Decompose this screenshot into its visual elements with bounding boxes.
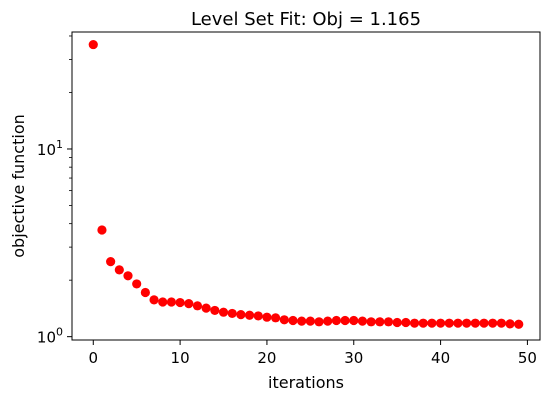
data-point <box>175 297 185 308</box>
data-point <box>210 305 220 316</box>
data-point <box>496 318 506 328</box>
data-point <box>401 317 411 328</box>
data-point <box>435 318 446 328</box>
data-point <box>132 279 142 289</box>
data-point <box>340 315 350 326</box>
y-tick-label: 101 <box>37 138 63 159</box>
data-point <box>123 271 133 281</box>
data-point <box>114 265 124 275</box>
data-point <box>288 315 298 326</box>
data-point <box>427 318 437 328</box>
y-tick-label: 100 <box>37 326 63 347</box>
plot-frame <box>71 31 541 341</box>
x-tick-label: 30 <box>344 349 363 367</box>
data-point <box>97 225 107 235</box>
data-point <box>314 317 324 327</box>
data-point <box>88 39 98 50</box>
data-point <box>166 297 177 307</box>
data-point <box>201 303 211 313</box>
data-point <box>409 318 420 328</box>
chart-title: Level Set Fit: Obj = 1.165 <box>191 9 421 30</box>
x-tick-label: 50 <box>518 349 537 367</box>
data-point <box>514 319 524 329</box>
data-point <box>453 318 463 328</box>
x-tick-label: 20 <box>257 349 276 367</box>
data-point <box>227 308 237 319</box>
data-point <box>140 287 150 298</box>
data-point <box>331 315 341 326</box>
data-point <box>349 315 359 326</box>
y-axis-label: objective function <box>9 114 28 258</box>
data-point <box>392 317 402 328</box>
data-point <box>383 317 394 327</box>
data-point <box>375 317 385 327</box>
data-point <box>444 318 454 328</box>
data-point <box>253 311 263 321</box>
y-axis-ticks: 100 101 <box>37 35 72 347</box>
data-point <box>418 318 428 328</box>
data-point <box>279 315 289 325</box>
data-point <box>184 299 194 309</box>
data-point <box>305 316 315 326</box>
data-point <box>505 319 515 329</box>
data-point <box>366 317 376 327</box>
data-points <box>88 39 524 329</box>
data-point <box>297 316 307 326</box>
data-point <box>462 318 472 328</box>
data-point <box>488 318 498 328</box>
x-axis-label: iterations <box>268 373 344 392</box>
x-axis-ticks: 0 10 20 30 40 50 <box>88 340 537 367</box>
data-point <box>271 313 281 323</box>
data-point <box>244 310 255 320</box>
data-point <box>262 312 272 322</box>
x-tick-label: 10 <box>171 349 190 367</box>
data-point <box>470 318 480 328</box>
data-point <box>106 257 116 267</box>
data-point <box>357 316 368 326</box>
data-point <box>158 297 168 307</box>
data-point <box>192 301 203 311</box>
data-point <box>236 310 246 320</box>
data-point <box>479 318 489 328</box>
x-tick-label: 0 <box>88 349 98 367</box>
x-tick-label: 40 <box>431 349 450 367</box>
data-point <box>218 307 229 317</box>
data-point <box>323 316 333 326</box>
data-point <box>149 295 159 305</box>
